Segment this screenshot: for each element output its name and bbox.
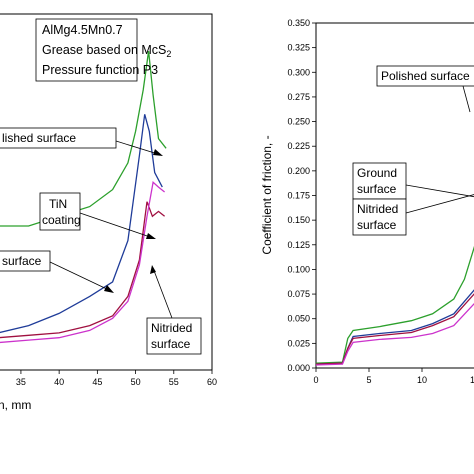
- right-arrow-ground: [405, 184, 474, 198]
- left-x-axis: 35 40 45 50 55 60: [16, 370, 217, 387]
- right-y-tick-label: 0.075: [287, 289, 310, 299]
- left-arrow-tin: [79, 212, 154, 239]
- right-annot-box-nitrided: [352, 198, 407, 236]
- left-x-tick-label: 60: [207, 377, 217, 387]
- right-y-tick-label: 0.000: [287, 363, 310, 373]
- right-y-tick-label: 0.050: [287, 314, 310, 324]
- left-x-tick-label: 45: [92, 377, 102, 387]
- right-annot-nitrided-surface: surface: [357, 218, 397, 232]
- right-y-tick-label: 0.250: [287, 117, 310, 127]
- right-y-tick-label: 0.175: [287, 191, 310, 201]
- left-chart: AlMg4.5Mn0.7 Grease based on McS2 Pressu…: [0, 13, 217, 412]
- left-info-box: [35, 18, 138, 82]
- right-arrow-polished: [462, 85, 471, 113]
- right-y-tick-label: 0.125: [287, 240, 310, 250]
- left-annot-nitrided: Nitrided: [151, 321, 192, 335]
- right-annot-nitrided: Nitrided: [357, 202, 398, 216]
- right-x-axis: 05101520: [313, 368, 474, 385]
- left-x-tick-label: 50: [131, 377, 141, 387]
- right-x-tick-label: 0: [313, 375, 318, 385]
- right-y-tick-label: 0.300: [287, 67, 310, 77]
- left-arrow-nitrided: [152, 267, 173, 319]
- left-series-line-1: [0, 114, 163, 334]
- right-y-tick-label: 0.350: [287, 18, 310, 28]
- info-line-alloy: AlMg4.5Mn0.7: [42, 23, 123, 37]
- left-annot-box-nitrided: [146, 317, 202, 355]
- right-y-tick-label: 0.275: [287, 92, 310, 102]
- right-y-tick-label: 0.325: [287, 43, 310, 53]
- right-chart: Polished surface Ground surface Nitrided…: [260, 18, 474, 385]
- right-y-axis-label: Coefficient of friction, -: [260, 135, 274, 254]
- right-series-line-2: [315, 293, 474, 365]
- left-annot-coating: coating: [42, 213, 81, 227]
- right-y-tick-label: 0.200: [287, 166, 310, 176]
- left-annot-box-surface: [0, 250, 51, 272]
- left-series-line-2: [0, 201, 166, 339]
- right-y-tick-label: 0.225: [287, 141, 310, 151]
- info-grease-text: Grease based on McS: [42, 43, 166, 57]
- right-series-group: [315, 245, 474, 366]
- right-series-line-3: [315, 303, 474, 366]
- right-annot-polished: Polished surface: [381, 69, 470, 83]
- left-arrowhead-surface: [104, 285, 114, 293]
- left-annot-box-tin: [39, 192, 81, 231]
- right-y-tick-label: 0.150: [287, 215, 310, 225]
- left-annot-surface: surface: [2, 254, 42, 268]
- left-arrowhead-nitrided: [150, 265, 156, 274]
- left-annot-box-polished: [0, 127, 117, 149]
- right-annot-box-polished: [376, 65, 474, 87]
- right-x-tick-label: 10: [417, 375, 427, 385]
- left-x-tick-label: 40: [54, 377, 64, 387]
- right-x-tick-label: 5: [366, 375, 371, 385]
- right-annot-ground-surface: surface: [357, 182, 397, 196]
- left-x-tick-label: 55: [169, 377, 179, 387]
- info-line-pressure: Pressure function P3: [42, 63, 158, 77]
- right-y-tick-label: 0.100: [287, 264, 310, 274]
- left-series-line-3: [0, 181, 166, 344]
- info-line-grease: Grease based on McS2: [42, 43, 171, 59]
- right-y-tick-label: 0.025: [287, 338, 310, 348]
- right-x-tick-label: 15: [470, 375, 474, 385]
- left-annot-polished: lished surface: [2, 131, 76, 145]
- right-y-axis: 0.000 0.025 0.050 0.075 0.100 0.125 0.150 0.175…: [287, 18, 316, 373]
- right-arrow-nitrided: [405, 194, 474, 214]
- left-annot-tin: TiN: [49, 197, 67, 211]
- left-x-tick-label: 35: [16, 377, 26, 387]
- right-annot-ground: Ground: [357, 166, 397, 180]
- left-arrow-surface: [49, 261, 112, 292]
- left-annot-nitrided-surface: surface: [151, 337, 191, 351]
- left-arrowhead-polished: [153, 149, 163, 156]
- left-arrow-polished: [115, 140, 162, 156]
- left-arrowhead-tin: [146, 233, 156, 239]
- right-series-line-0: [315, 245, 474, 364]
- info-grease-subscript: 2: [166, 49, 171, 59]
- left-x-axis-label: n, mm: [0, 398, 31, 412]
